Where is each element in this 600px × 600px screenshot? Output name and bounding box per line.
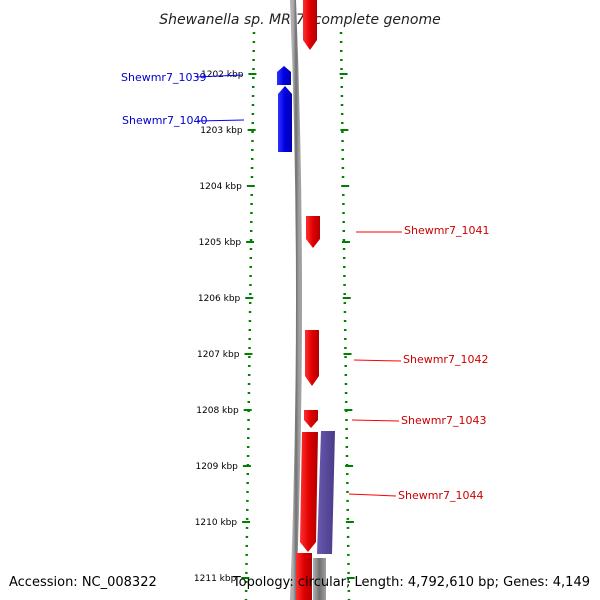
- gene-partial-bottom-red: [296, 553, 312, 600]
- ruler-label: 1206 kbp: [198, 294, 241, 304]
- left-dotted-track: [244, 31, 256, 600]
- gene-partial-top: [303, 0, 317, 50]
- label-shewmr7-1044: Shewmr7_1044: [398, 489, 483, 502]
- accession-text: Accession: NC_008322: [9, 575, 157, 590]
- label-shewmr7-1040: Shewmr7_1040: [122, 114, 207, 127]
- genome-backbone: [290, 0, 302, 600]
- label-shewmr7-1041: Shewmr7_1041: [404, 224, 489, 237]
- ruler-label: 1202 kbp: [201, 70, 244, 80]
- ruler-label: 1203 kbp: [200, 126, 243, 136]
- ruler-label: 1208 kbp: [196, 406, 239, 416]
- gene-shewmr7-1040: [278, 86, 292, 152]
- leader-shewmr7-1040: [196, 119, 245, 122]
- ruler-label: 1210 kbp: [195, 518, 238, 528]
- gene-partial-bottom-gray: [313, 558, 326, 600]
- gene-shewmr7-1044: [300, 432, 318, 552]
- map-title: Shewanella sp. MR-7, complete genome: [159, 12, 440, 28]
- ruler-label: 1204 kbp: [199, 182, 242, 192]
- ruler-label: 1205 kbp: [199, 238, 242, 248]
- gene-shewmr7-1042: [305, 330, 319, 386]
- label-shewmr7-1043: Shewmr7_1043: [401, 414, 486, 427]
- leader-shewmr7-1042: [353, 359, 402, 362]
- kbp-ruler: 1202 kbp 1203 kbp 1204 kbp 1205 kbp 1206 kbp…: [194, 70, 355, 584]
- leader-shewmr7-1044: [348, 493, 397, 497]
- genome-summary-text: Topology: circular; Length: 4,792,610 bp…: [232, 575, 590, 590]
- gene-shewmr7-1043: [304, 410, 318, 428]
- leader-shewmr7-1039: [195, 74, 243, 78]
- label-shewmr7-1039: Shewmr7_1039: [121, 71, 206, 84]
- leader-shewmr7-1043: [351, 419, 400, 422]
- ruler-label: 1211 kbp: [194, 574, 237, 584]
- label-shewmr7-1042: Shewmr7_1042: [403, 353, 488, 366]
- gene-shewmr7-1039: [277, 66, 291, 85]
- ruler-label: 1207 kbp: [197, 350, 240, 360]
- ruler-label: 1209 kbp: [195, 462, 238, 472]
- gene-shewmr7-1041: [306, 216, 320, 248]
- right-dotted-track: [339, 31, 351, 600]
- gene-purple-lane: [317, 431, 335, 554]
